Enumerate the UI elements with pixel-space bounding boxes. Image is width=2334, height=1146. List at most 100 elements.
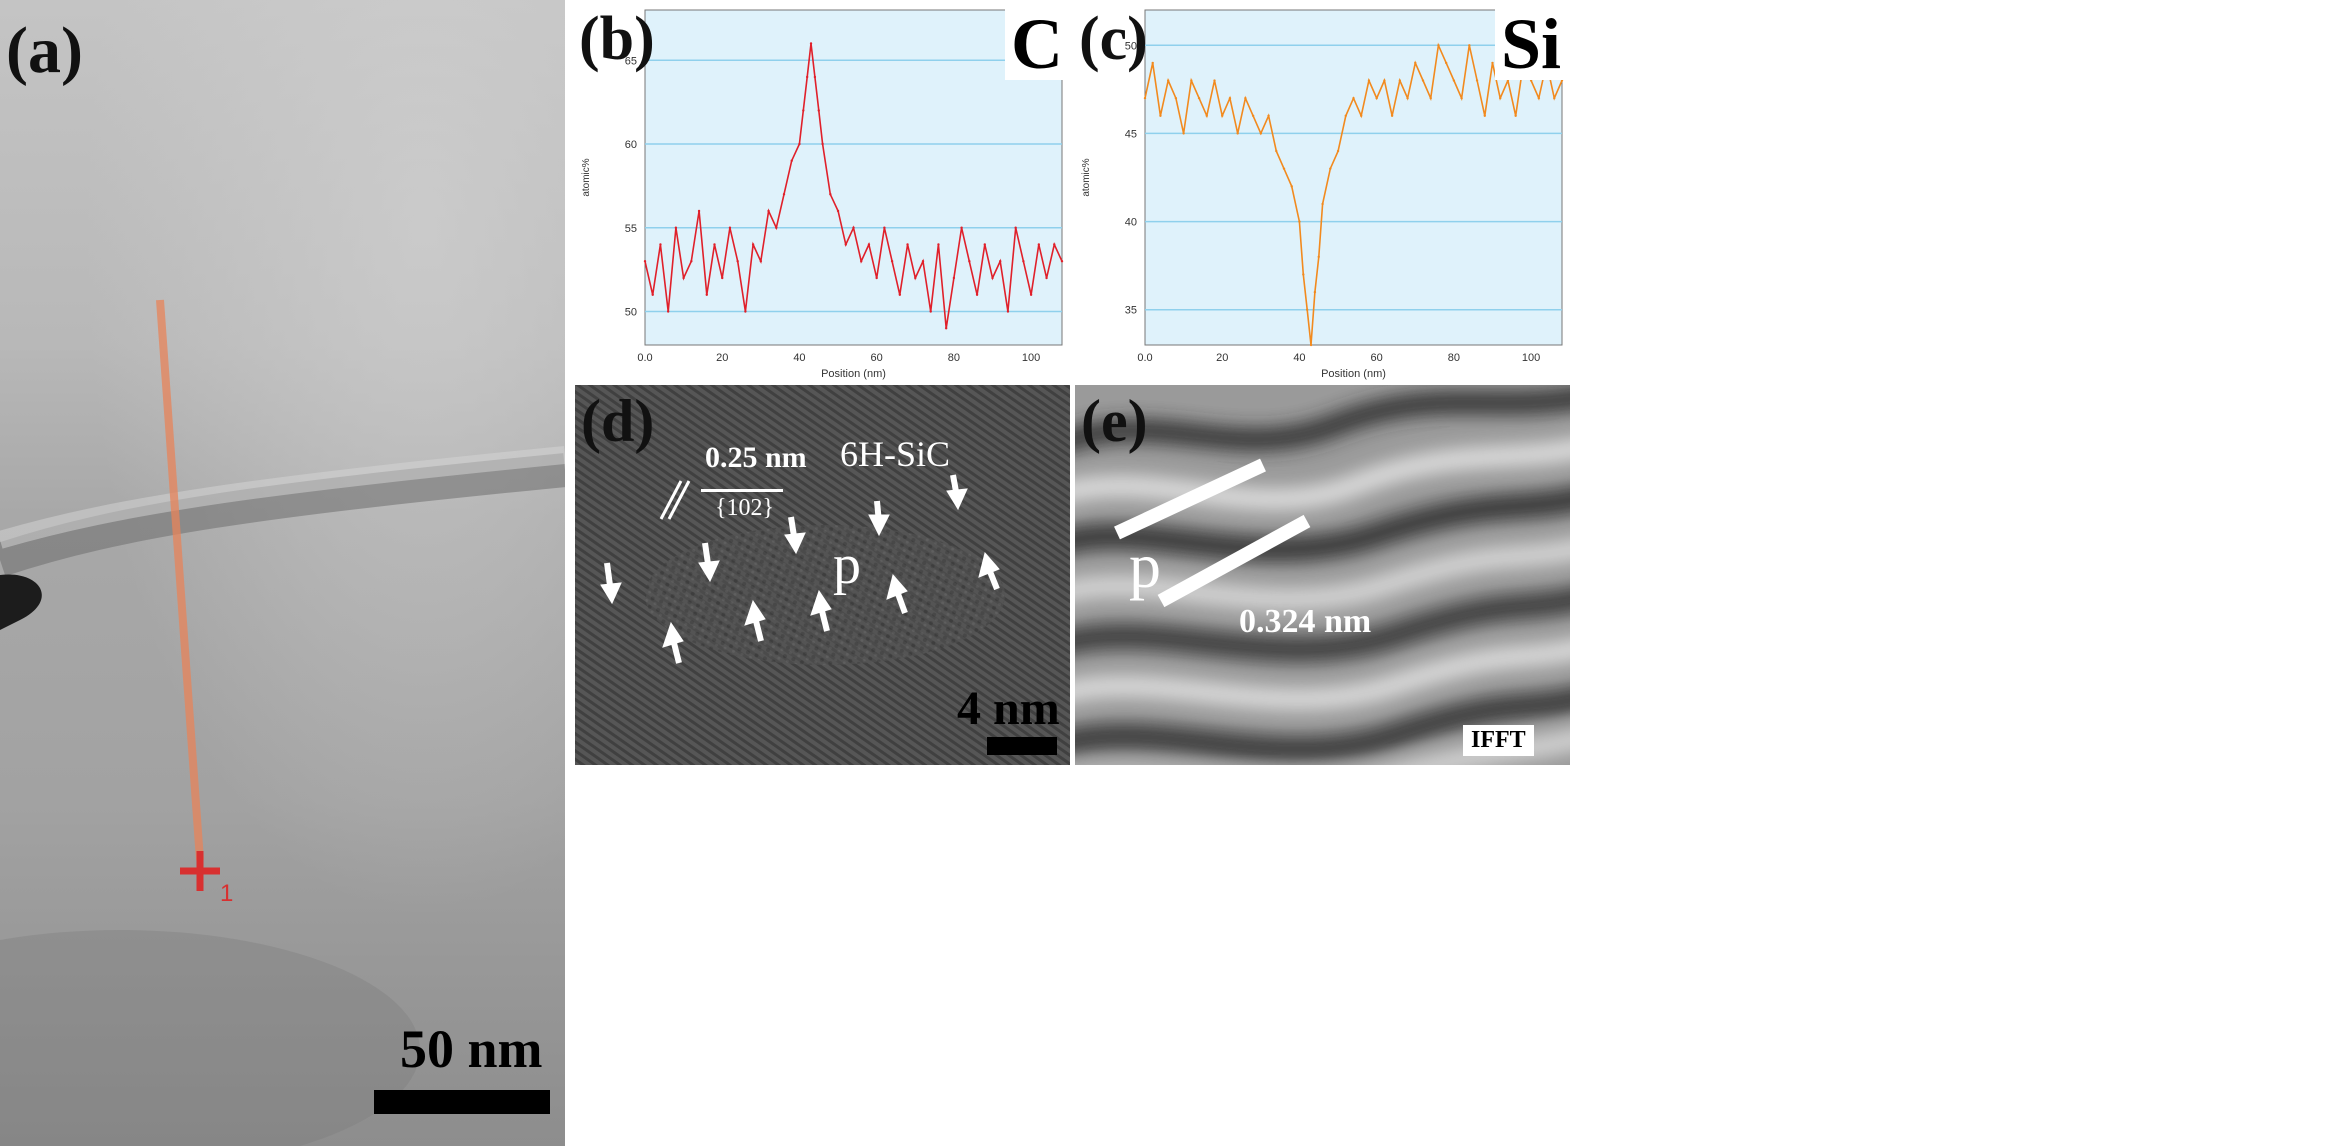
data-point (1537, 96, 1541, 100)
x-tick-label: 60 (1371, 352, 1383, 364)
data-point (867, 243, 871, 246)
plot-area (644, 9, 1063, 346)
x-tick-label: 20 (716, 352, 728, 364)
data-point (1213, 79, 1216, 82)
marker-label: 1 (220, 880, 234, 907)
data-point (1060, 260, 1064, 263)
data-point (983, 243, 986, 246)
data-point (1174, 96, 1178, 100)
data-point (1045, 276, 1048, 280)
data-point (805, 75, 809, 79)
data-point (929, 310, 932, 313)
data-point (875, 276, 878, 280)
data-point (659, 243, 662, 246)
x-tick-label: 20 (1216, 352, 1228, 364)
data-point (1553, 96, 1556, 100)
data-point (1452, 79, 1456, 82)
y-tick-label: 50 (1125, 40, 1137, 52)
panel-a-label: (a) (6, 14, 83, 87)
data-point (1190, 79, 1193, 82)
scale-bar-a-label: 50 nm (400, 1019, 543, 1079)
data-point (802, 109, 805, 112)
data-point (1228, 96, 1232, 100)
data-point (975, 293, 979, 296)
data-point (968, 260, 971, 263)
data-point (1151, 61, 1154, 65)
panel-c-label: (c) (1079, 5, 1148, 73)
data-point (682, 276, 685, 280)
data-point (782, 193, 786, 196)
data-point (1302, 273, 1305, 276)
arrow-up-icon (886, 573, 908, 615)
precipitate-label-e: p (1129, 530, 1161, 601)
data-point (775, 226, 778, 229)
data-point (751, 243, 755, 246)
y-axis-label: atomic% (581, 158, 592, 196)
data-point (1275, 149, 1278, 153)
data-point (721, 276, 724, 280)
data-point (1053, 243, 1056, 246)
data-point (690, 260, 693, 263)
y-axis-label: atomic% (1081, 158, 1092, 196)
scale-bar-a (374, 1090, 550, 1114)
data-point (1460, 96, 1463, 100)
data-point (883, 226, 886, 229)
data-point (1236, 132, 1239, 135)
arrow-up-icon (744, 599, 766, 642)
data-point (1244, 96, 1247, 100)
crosshair-marker (180, 851, 220, 891)
data-point (790, 159, 793, 162)
arrow-down-icon (946, 474, 968, 511)
x-tick-label: 40 (1293, 352, 1305, 364)
element-c-tag: C (1005, 8, 1069, 80)
x-tick-label: 40 (793, 352, 805, 364)
panel-b-label: (b) (579, 5, 655, 73)
data-point (744, 310, 747, 313)
x-tick-label: 80 (948, 352, 960, 364)
data-point (1483, 114, 1486, 117)
y-tick-label: 45 (1125, 128, 1137, 140)
panel-d-label: (d) (581, 388, 655, 454)
data-point (1421, 79, 1425, 82)
data-point (999, 260, 1002, 263)
x-tick-label: 100 (1022, 352, 1040, 364)
data-point (844, 243, 847, 246)
arrow-up-icon (662, 621, 684, 664)
x-axis-label: Position (nm) (1321, 368, 1386, 380)
data-point (1267, 114, 1270, 117)
plane-index-label: {102} (715, 495, 775, 521)
arrow-down-icon (698, 542, 720, 583)
y-tick-label: 65 (625, 55, 637, 67)
data-point (736, 260, 739, 263)
data-point (1367, 79, 1371, 82)
data-point (1029, 293, 1033, 296)
data-point (1398, 79, 1402, 82)
y-tick-label: 40 (1125, 217, 1137, 229)
data-point (906, 243, 909, 246)
data-point (1321, 202, 1324, 206)
data-point (1221, 114, 1224, 117)
data-point (1159, 114, 1162, 117)
ifft-image-e (1075, 385, 1570, 765)
data-point (1014, 226, 1017, 229)
data-point (1383, 79, 1386, 82)
line-scan-path (156, 299, 204, 861)
data-point (921, 260, 925, 263)
panel-e-label: (e) (1081, 388, 1148, 454)
data-point (1406, 96, 1409, 100)
arrow-down-icon (868, 500, 890, 537)
data-point (1444, 61, 1448, 65)
data-point (1251, 114, 1255, 117)
fringe-spacing-label: 0.25 nm (705, 441, 807, 474)
x-axis-label: Position (nm) (821, 368, 886, 380)
data-point (1197, 96, 1201, 100)
panel-c: 35 40 45 50 0.0 20 40 60 80 100 Position (nm) atomi… (1075, 0, 1570, 382)
x-tick-label: 0.0 (637, 352, 652, 364)
chart-si-profile: 35 40 45 50 0.0 20 40 60 80 100 Position (nm) atomi… (1081, 9, 1564, 380)
data-point (821, 142, 824, 146)
data-point (1375, 96, 1378, 100)
data-point (1166, 79, 1170, 82)
data-point (960, 226, 963, 229)
data-point (697, 209, 701, 213)
data-point (1259, 132, 1263, 135)
